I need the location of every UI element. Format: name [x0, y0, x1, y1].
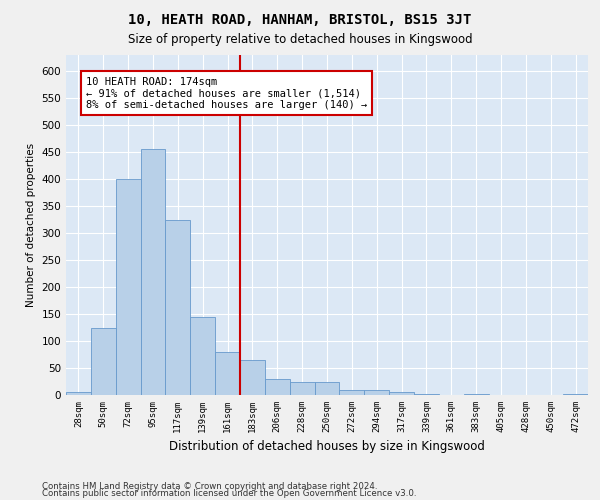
Bar [314, 382, 340, 395]
Bar [414, 394, 439, 395]
Bar [389, 392, 414, 395]
Y-axis label: Number of detached properties: Number of detached properties [26, 143, 36, 307]
Bar [563, 394, 588, 395]
Bar [116, 179, 140, 395]
Bar [265, 379, 290, 395]
Bar [140, 150, 166, 395]
Text: Size of property relative to detached houses in Kingswood: Size of property relative to detached ho… [128, 32, 472, 46]
Text: Contains HM Land Registry data © Crown copyright and database right 2024.: Contains HM Land Registry data © Crown c… [42, 482, 377, 491]
Bar [190, 316, 215, 395]
Bar [290, 382, 314, 395]
Bar [215, 352, 240, 395]
X-axis label: Distribution of detached houses by size in Kingswood: Distribution of detached houses by size … [169, 440, 485, 454]
Text: Contains public sector information licensed under the Open Government Licence v3: Contains public sector information licen… [42, 489, 416, 498]
Bar [240, 360, 265, 395]
Bar [340, 390, 364, 395]
Text: 10, HEATH ROAD, HANHAM, BRISTOL, BS15 3JT: 10, HEATH ROAD, HANHAM, BRISTOL, BS15 3J… [128, 12, 472, 26]
Bar [66, 392, 91, 395]
Text: 10 HEATH ROAD: 174sqm
← 91% of detached houses are smaller (1,514)
8% of semi-de: 10 HEATH ROAD: 174sqm ← 91% of detached … [86, 76, 367, 110]
Bar [91, 328, 116, 395]
Bar [364, 390, 389, 395]
Bar [166, 220, 190, 395]
Bar [464, 394, 488, 395]
